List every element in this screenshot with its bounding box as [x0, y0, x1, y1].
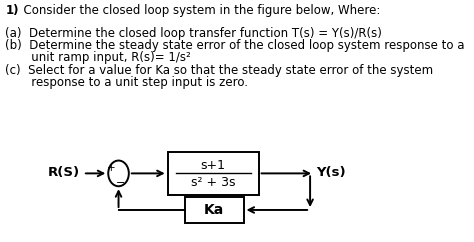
Text: +: +	[107, 163, 116, 174]
Text: (b)  Determine the steady state error of the closed loop system response to a: (b) Determine the steady state error of …	[5, 39, 465, 52]
Bar	[168, 152, 259, 195]
Text: (a)  Determine the closed loop transfer function T(s) = Y(s)/R(s): (a) Determine the closed loop transfer f…	[5, 27, 382, 40]
Text: unit ramp input, R(s)= 1/s²: unit ramp input, R(s)= 1/s²	[5, 51, 191, 64]
Text: (c)  Select for a value for Ka so that the steady state error of the system: (c) Select for a value for Ka so that th…	[5, 64, 433, 77]
Text: response to a unit step input is zero.: response to a unit step input is zero.	[5, 76, 248, 89]
Text: Consider the closed loop system in the figure below, Where:: Consider the closed loop system in the f…	[16, 4, 380, 17]
Bar	[185, 197, 244, 223]
Text: 1): 1)	[5, 4, 19, 17]
Text: s+1: s+1	[201, 159, 226, 172]
Text: R(S): R(S)	[47, 166, 80, 179]
Text: s² + 3s: s² + 3s	[191, 176, 236, 189]
Text: Y(s): Y(s)	[317, 166, 346, 179]
Text: Ka: Ka	[204, 203, 225, 217]
Text: −: −	[116, 178, 125, 188]
